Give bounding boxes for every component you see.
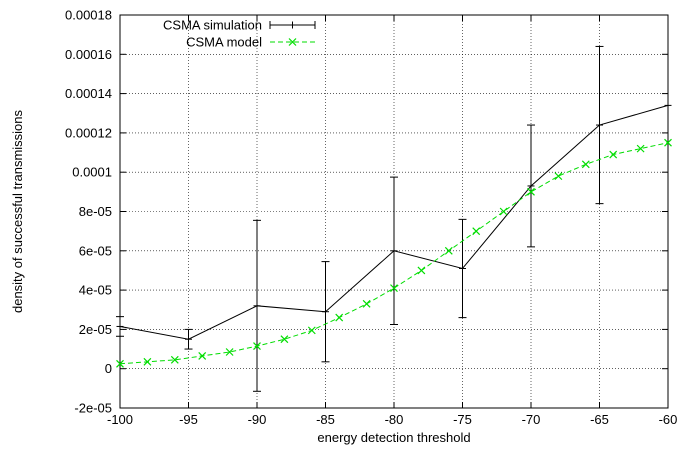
data-point — [253, 342, 261, 351]
x-tick-label: -60 — [659, 412, 678, 427]
series-line — [119, 142, 669, 365]
data-point — [225, 348, 234, 356]
data-point — [390, 284, 398, 293]
y-tick-label: -2e-05 — [74, 401, 112, 416]
y-tick-label: 0 — [105, 361, 112, 376]
series-1 — [116, 138, 672, 368]
legend-marker — [288, 38, 297, 46]
y-tick-label: 0.00018 — [65, 8, 112, 23]
data-point — [280, 335, 289, 344]
data-point — [554, 172, 563, 181]
x-tick-label: -85 — [316, 412, 335, 427]
x-tick-label: -80 — [385, 412, 404, 427]
legend: CSMA simulation CSMA model — [163, 18, 316, 50]
y-tick-label: 2e-05 — [79, 322, 112, 337]
y-tick-label: 0.00012 — [65, 125, 112, 140]
data-point — [636, 144, 645, 153]
legend-label: CSMA simulation — [163, 18, 262, 33]
series-layer — [116, 45, 672, 392]
y-tick-label: 8e-05 — [79, 204, 112, 219]
data-point — [664, 138, 672, 147]
x-tick-label: -65 — [590, 412, 609, 427]
data-point — [335, 313, 344, 322]
y-tick-label: 4e-05 — [79, 283, 112, 298]
data-point — [472, 227, 481, 236]
data-point — [116, 359, 124, 368]
data-point — [362, 299, 371, 308]
data-point — [499, 207, 508, 216]
y-tick-label: 6e-05 — [79, 243, 112, 258]
data-point — [417, 266, 426, 275]
x-tick-label: -95 — [179, 412, 198, 427]
y-tick-label: 0.00016 — [65, 47, 112, 62]
data-point — [581, 160, 590, 169]
data-point — [143, 357, 152, 366]
x-tick-label: -75 — [453, 412, 472, 427]
data-point — [170, 355, 179, 364]
x-tick-label: -100 — [107, 412, 133, 427]
data-point — [198, 352, 207, 360]
y-tick-label: 0.00014 — [65, 86, 112, 101]
x-tick-label: -70 — [522, 412, 541, 427]
y-axis-label: density of successful transmissions — [10, 109, 25, 313]
series-0 — [116, 45, 672, 392]
x-tick-label: -90 — [248, 412, 267, 427]
axis-ticks: -100 -95 -90 -85 -80 -75 -70 -65 -60 -2e-05 0 2e-05… — [65, 8, 677, 428]
x-axis-label: energy detection threshold — [317, 430, 470, 445]
data-point — [307, 326, 316, 335]
legend-label: CSMA model — [186, 35, 262, 50]
data-point — [444, 246, 453, 255]
data-point — [609, 150, 618, 159]
data-point — [527, 187, 535, 196]
y-tick-label: 0.0001 — [72, 165, 112, 180]
